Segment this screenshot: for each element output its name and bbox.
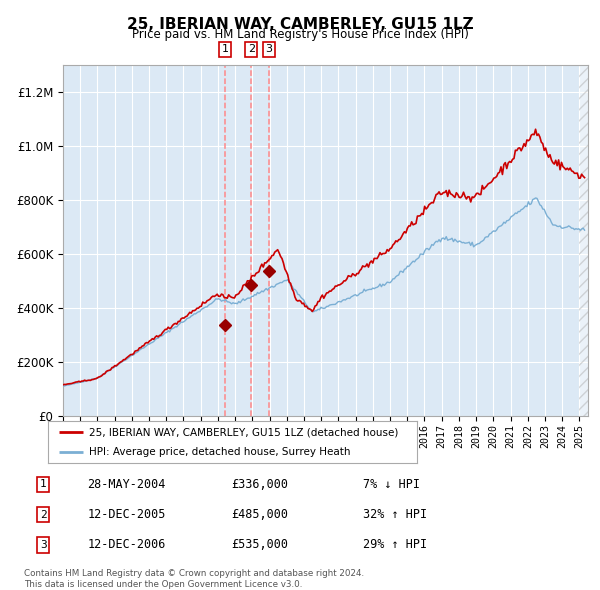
Text: HPI: Average price, detached house, Surrey Heath: HPI: Average price, detached house, Surr… <box>89 447 350 457</box>
Text: Contains HM Land Registry data © Crown copyright and database right 2024.: Contains HM Land Registry data © Crown c… <box>24 569 364 578</box>
Text: 3: 3 <box>40 540 47 550</box>
Text: Price paid vs. HM Land Registry's House Price Index (HPI): Price paid vs. HM Land Registry's House … <box>131 28 469 41</box>
Text: 1: 1 <box>221 44 229 54</box>
Text: £485,000: £485,000 <box>231 508 288 521</box>
Text: 12-DEC-2005: 12-DEC-2005 <box>88 508 166 521</box>
Text: £535,000: £535,000 <box>231 538 288 551</box>
Text: This data is licensed under the Open Government Licence v3.0.: This data is licensed under the Open Gov… <box>24 579 302 589</box>
Text: 25, IBERIAN WAY, CAMBERLEY, GU15 1LZ: 25, IBERIAN WAY, CAMBERLEY, GU15 1LZ <box>127 17 473 31</box>
Text: 2: 2 <box>248 44 255 54</box>
Text: 28-MAY-2004: 28-MAY-2004 <box>88 478 166 491</box>
Text: 12-DEC-2006: 12-DEC-2006 <box>88 538 166 551</box>
Text: £336,000: £336,000 <box>231 478 288 491</box>
Text: 29% ↑ HPI: 29% ↑ HPI <box>364 538 428 551</box>
Text: 25, IBERIAN WAY, CAMBERLEY, GU15 1LZ (detached house): 25, IBERIAN WAY, CAMBERLEY, GU15 1LZ (de… <box>89 427 398 437</box>
Text: 2: 2 <box>40 510 47 520</box>
Bar <box>580 65 588 416</box>
Text: 1: 1 <box>40 480 47 489</box>
Text: 32% ↑ HPI: 32% ↑ HPI <box>364 508 428 521</box>
Text: 7% ↓ HPI: 7% ↓ HPI <box>364 478 421 491</box>
Text: 3: 3 <box>265 44 272 54</box>
